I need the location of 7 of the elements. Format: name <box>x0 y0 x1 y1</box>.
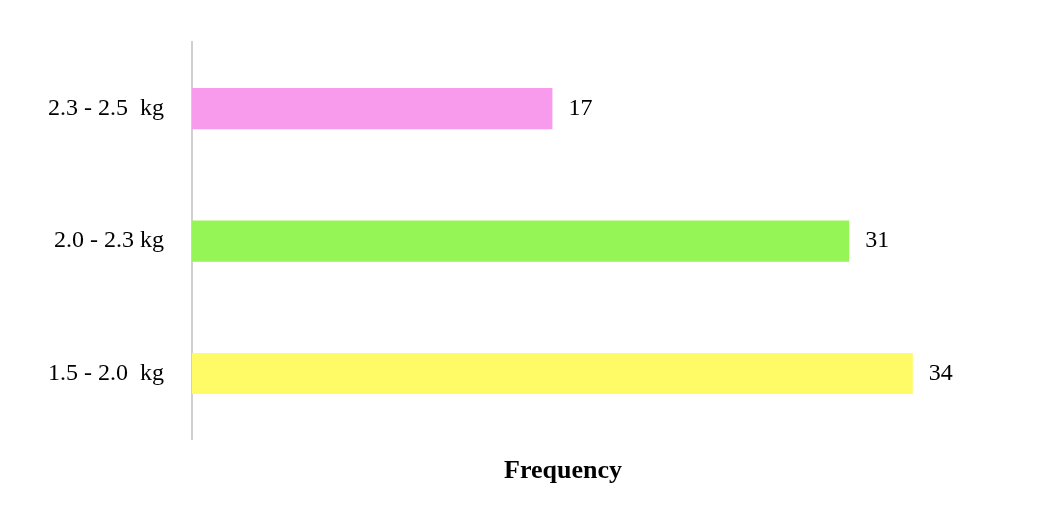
x-axis-title: Frequency <box>504 455 622 485</box>
y-tick-label: 1.5 - 2.0 kg <box>47 358 164 385</box>
y-tick-label: 2.3 - 2.5 kg <box>47 93 164 120</box>
data-label: 17 <box>568 93 593 120</box>
data-label: 34 <box>928 358 953 385</box>
y-tick-label: 2.0 - 2.3 kg <box>53 226 164 253</box>
data-label: 31 <box>865 226 890 253</box>
